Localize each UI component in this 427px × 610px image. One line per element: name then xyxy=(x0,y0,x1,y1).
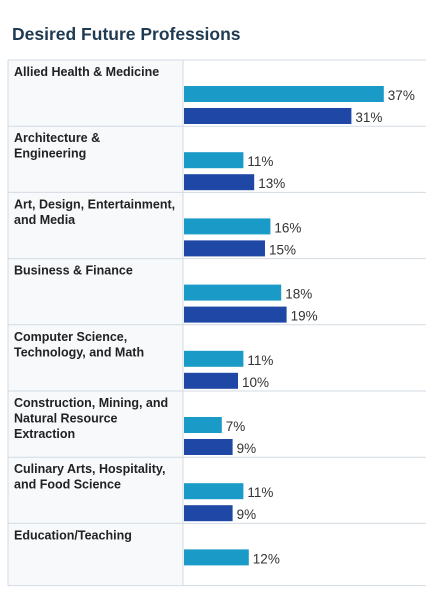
data-label: 16% xyxy=(274,220,301,235)
bar xyxy=(184,86,384,102)
bar xyxy=(184,284,282,301)
data-label: 11% xyxy=(247,485,273,500)
category-label: Education/Teaching xyxy=(14,528,132,542)
category-label: Construction, Mining, and Natural Resourc… xyxy=(14,396,168,441)
data-label: 12% xyxy=(253,551,280,566)
category-label: Allied Health & Medicine xyxy=(14,65,159,79)
data-label: 7% xyxy=(226,419,246,434)
bar xyxy=(184,174,255,191)
bar xyxy=(184,417,222,433)
data-label: 37% xyxy=(388,88,415,103)
data-label: 19% xyxy=(291,309,318,324)
category-label: Culinary Arts, Hospitality, and Food Scie… xyxy=(14,462,165,492)
bar xyxy=(184,350,244,367)
chart-title: Desired Future Professions xyxy=(12,24,241,44)
data-label: 11% xyxy=(247,154,273,169)
data-label: 10% xyxy=(242,375,269,390)
data-label: 9% xyxy=(237,507,257,522)
category-label: Business & Finance xyxy=(14,264,133,278)
bar xyxy=(184,505,233,522)
category-label: Art, Design, Entertainment, and Media xyxy=(14,197,175,227)
bar xyxy=(184,240,265,257)
data-label: 9% xyxy=(237,441,257,456)
category-label: Computer Science, Technology, and Math xyxy=(14,330,144,360)
category-label: Architecture & Engineering xyxy=(14,131,100,161)
label-column-bg xyxy=(8,60,183,586)
bar xyxy=(184,306,287,323)
data-label: 13% xyxy=(258,176,285,191)
bar xyxy=(184,372,238,389)
bar xyxy=(184,549,249,566)
bar xyxy=(184,218,271,235)
bar xyxy=(184,483,244,500)
data-label: 31% xyxy=(355,110,382,125)
bar xyxy=(184,439,233,455)
data-label: 18% xyxy=(285,287,312,302)
data-label: 15% xyxy=(269,242,296,257)
bar xyxy=(184,152,244,169)
bar xyxy=(184,108,352,124)
data-label: 11% xyxy=(247,353,273,368)
